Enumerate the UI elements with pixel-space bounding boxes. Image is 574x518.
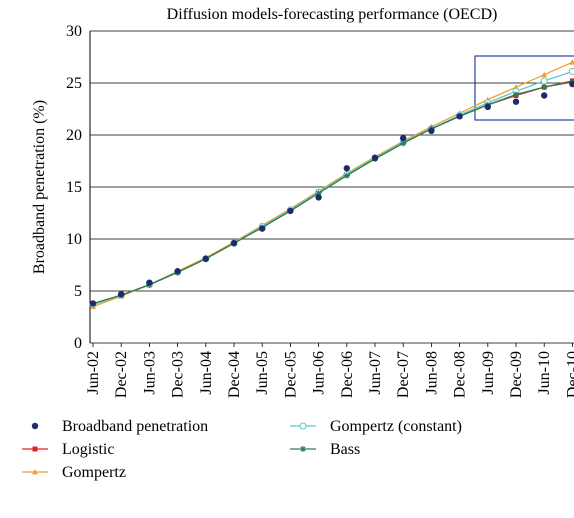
x-tick-label: Jun-08 — [423, 351, 440, 395]
legend-marker — [300, 446, 306, 452]
point — [540, 77, 548, 85]
point — [400, 140, 407, 147]
zoom-box — [474, 55, 574, 121]
point — [569, 80, 574, 88]
point — [512, 98, 520, 105]
point — [541, 84, 548, 91]
y-tick-label: 20 — [66, 127, 82, 144]
y-tick-label: 30 — [66, 23, 82, 40]
x-tick-label: Jun-07 — [367, 351, 384, 395]
x-tick-label: Dec-09 — [508, 351, 525, 398]
y-tick-label: 15 — [66, 179, 82, 196]
point — [513, 91, 519, 98]
series-line — [92, 81, 573, 305]
x-tick-label: Dec-03 — [170, 351, 187, 398]
x-tick-label: Jun-09 — [480, 351, 497, 395]
point — [287, 207, 294, 215]
x-tick-label: Jun-03 — [141, 351, 158, 395]
y-axis-label: Broadband penetration (%) — [31, 100, 48, 274]
x-tick-label: Dec-02 — [113, 351, 130, 398]
chart-title: Diffusion models-forecasting performance… — [167, 6, 498, 23]
x-tick-label: Jun-05 — [254, 351, 271, 395]
legend-label: Gompertz (constant) — [330, 418, 462, 435]
legend-marker — [31, 422, 39, 430]
point — [456, 113, 463, 120]
point — [174, 268, 181, 275]
y-tick-label: 0 — [74, 335, 82, 352]
point — [343, 172, 350, 179]
legend-label: Gompertz — [62, 464, 126, 481]
x-tick-label: Dec-10 — [564, 351, 574, 398]
x-tick-label: Jun-06 — [311, 351, 328, 395]
x-tick-label: Jun-02 — [85, 351, 102, 395]
x-tick-label: Jun-04 — [198, 351, 215, 395]
point — [202, 255, 209, 262]
point — [315, 194, 322, 201]
x-tick-label: Jun-10 — [536, 351, 553, 395]
series-line — [92, 70, 573, 306]
y-tick-label: 10 — [66, 231, 82, 248]
point — [89, 300, 97, 307]
point — [230, 239, 238, 247]
x-tick-label: Dec-07 — [395, 351, 412, 398]
legend-marker — [299, 422, 307, 430]
point — [484, 103, 491, 111]
series-line — [92, 80, 573, 306]
point — [568, 68, 574, 76]
y-tick-label: 25 — [66, 75, 82, 92]
x-tick-label: Dec-08 — [452, 351, 469, 398]
point — [569, 59, 574, 65]
legend-marker — [32, 446, 38, 452]
point — [541, 71, 548, 78]
y-tick-label: 5 — [74, 283, 82, 300]
legend-label: Logistic — [62, 441, 114, 458]
x-tick-label: Dec-04 — [226, 351, 243, 398]
point — [541, 92, 548, 99]
legend-marker — [32, 469, 38, 475]
point — [118, 290, 125, 298]
point — [146, 279, 153, 286]
x-tick-label: Dec-05 — [282, 351, 299, 398]
point — [315, 190, 322, 197]
legend-label: Broadband penetration — [62, 418, 208, 435]
legend-label: Bass — [330, 441, 360, 458]
series-line — [92, 61, 573, 308]
point — [259, 225, 266, 232]
point — [371, 154, 379, 162]
x-tick-label: Dec-06 — [339, 351, 356, 398]
point — [400, 134, 407, 142]
point — [428, 127, 435, 135]
point — [343, 165, 350, 172]
